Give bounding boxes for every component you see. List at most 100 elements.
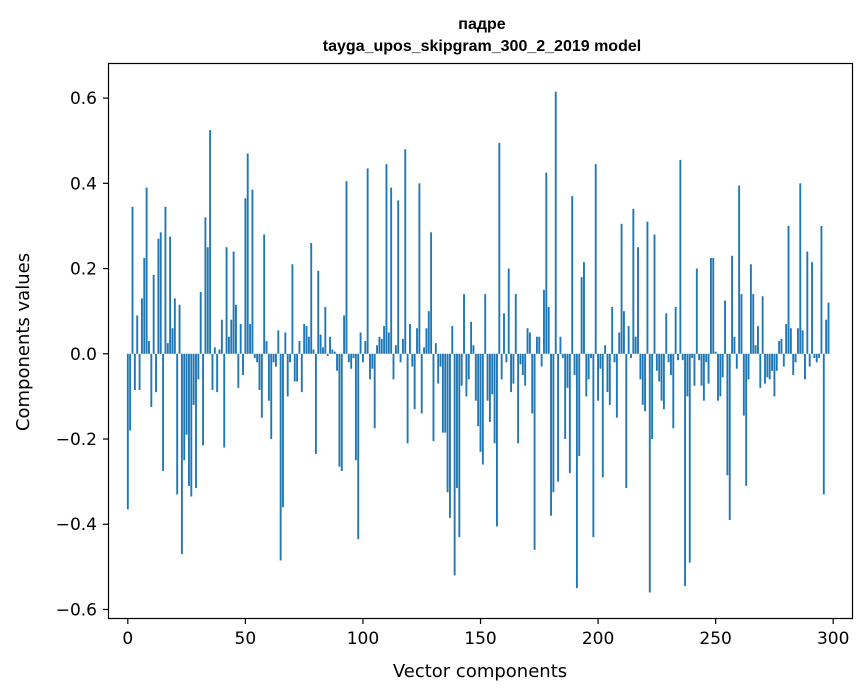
bar-179	[547, 306, 550, 354]
bar-110	[385, 164, 388, 354]
bar-45	[232, 251, 235, 354]
bar-172	[531, 353, 534, 414]
bar-293	[815, 353, 818, 363]
bar-140	[456, 353, 458, 489]
bar-84	[324, 306, 327, 354]
bar-13	[157, 238, 160, 354]
bar-288	[804, 353, 806, 380]
bar-37	[213, 347, 216, 354]
bar-58	[263, 234, 266, 354]
bar-207	[613, 353, 616, 363]
bar-280	[785, 323, 788, 354]
bar-52	[249, 323, 252, 354]
bar-184	[559, 336, 562, 354]
bar-190	[573, 353, 576, 376]
bar-36	[211, 353, 214, 390]
bar-129	[430, 232, 433, 354]
bar-197	[590, 353, 592, 359]
bar-16	[164, 206, 167, 354]
bar-289	[806, 251, 809, 354]
bar-4	[136, 315, 139, 354]
bar-11	[152, 274, 155, 354]
bar-168	[521, 353, 524, 376]
bar-276	[775, 353, 778, 371]
bar-15	[162, 353, 165, 471]
bar-181	[552, 353, 555, 493]
bar-76	[305, 326, 308, 354]
bar-224	[653, 234, 656, 354]
bar-182	[554, 91, 557, 354]
bar-290	[808, 353, 811, 367]
bar-121	[411, 353, 414, 367]
bar-77	[307, 336, 310, 354]
bar-174	[535, 336, 538, 354]
bar-268	[757, 326, 759, 354]
bar-191	[575, 353, 578, 589]
bar-213	[627, 326, 630, 354]
bar-149	[477, 353, 480, 427]
bar-131	[434, 343, 437, 354]
bar-282	[789, 328, 792, 354]
bar-297	[825, 319, 828, 354]
bar-195	[585, 353, 588, 397]
bar-111	[387, 332, 390, 354]
bar-90	[338, 353, 341, 467]
bar-48	[239, 323, 242, 354]
bar-6	[140, 298, 143, 354]
bar-134	[441, 353, 444, 433]
bar-47	[237, 353, 240, 388]
bar-216	[634, 336, 637, 354]
bar-286	[799, 183, 802, 354]
chart-title: падре	[458, 16, 505, 33]
bar-165	[514, 294, 517, 354]
bar-249	[712, 257, 715, 354]
bar-210	[620, 223, 623, 354]
bar-68	[286, 353, 289, 397]
bar-31	[199, 291, 202, 354]
bar-57	[260, 353, 263, 418]
bar-266	[752, 294, 755, 354]
bar-294	[818, 353, 821, 359]
x-tick-label-250: 250	[699, 629, 731, 649]
bar-235	[679, 159, 682, 354]
bar-222	[648, 353, 651, 593]
bar-185	[561, 353, 564, 359]
bar-158	[498, 142, 501, 354]
bar-127	[425, 328, 428, 354]
bar-295	[820, 225, 823, 354]
bar-126	[423, 347, 426, 354]
bar-78	[310, 242, 313, 354]
bar-221	[646, 221, 649, 354]
bar-183	[557, 353, 560, 482]
bar-233	[674, 306, 677, 354]
bar-92	[343, 315, 346, 354]
bar-227	[660, 353, 663, 401]
bar-143	[463, 294, 465, 354]
bar-19	[171, 328, 174, 354]
bar-267	[754, 345, 757, 354]
bar-1	[129, 353, 132, 431]
bar-260	[738, 185, 741, 354]
bar-241	[693, 353, 696, 386]
bar-263	[745, 353, 748, 486]
bar-93	[345, 181, 348, 354]
bar-208	[615, 353, 618, 418]
bar-139	[453, 353, 456, 576]
bar-25	[185, 353, 188, 435]
bar-3	[133, 353, 136, 390]
bar-103	[369, 353, 371, 380]
bar-298	[827, 302, 830, 354]
bar-255	[726, 353, 729, 476]
bar-242	[695, 268, 698, 354]
bar-122	[413, 353, 416, 410]
bar-0	[126, 353, 129, 510]
bar-154	[488, 353, 491, 422]
bar-279	[782, 353, 785, 367]
bar-150	[479, 353, 482, 452]
bar-120	[409, 323, 411, 354]
bar-246	[705, 353, 708, 363]
bar-18	[169, 236, 172, 354]
bar-281	[787, 225, 790, 354]
bar-223	[651, 353, 654, 440]
